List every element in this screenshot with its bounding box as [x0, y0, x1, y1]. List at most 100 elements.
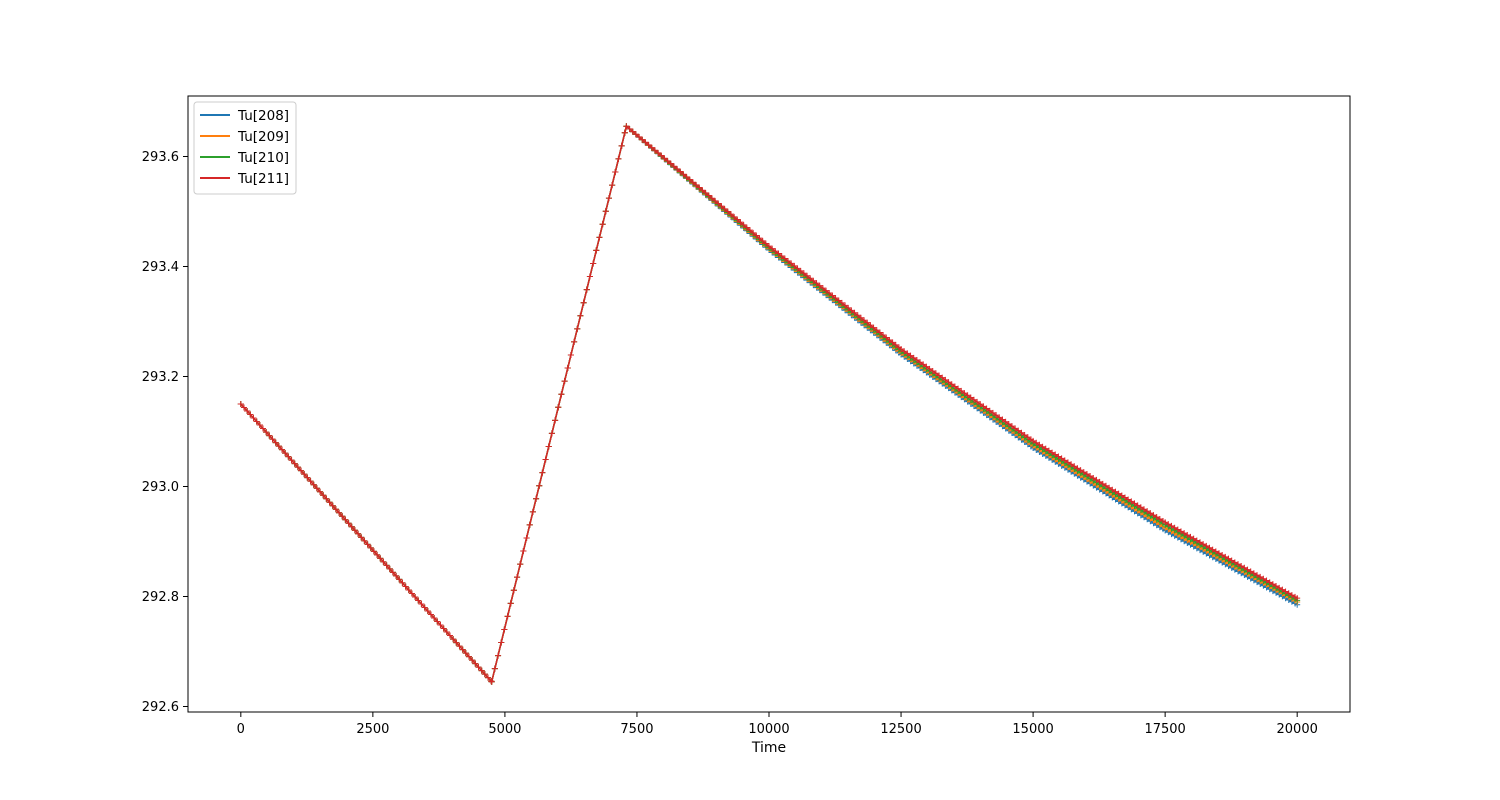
- x-tick-label: 12500: [880, 722, 921, 737]
- data-point-marker: [838, 299, 845, 306]
- data-point-marker: [999, 416, 1006, 423]
- data-point-marker: [955, 385, 962, 392]
- plot-background: [188, 96, 1350, 712]
- data-point-marker: [323, 495, 330, 502]
- data-point-marker: [1033, 439, 1040, 446]
- data-point-marker: [459, 646, 466, 653]
- data-point-marker: [514, 574, 521, 581]
- data-point-marker: [983, 405, 990, 412]
- data-point-marker: [845, 304, 852, 311]
- data-point-marker: [886, 336, 893, 343]
- data-point-marker: [1099, 480, 1106, 487]
- data-point-marker: [558, 391, 565, 398]
- data-point-marker: [848, 307, 855, 314]
- data-point-marker: [533, 495, 540, 502]
- data-point-marker: [1024, 434, 1031, 441]
- data-point-marker: [835, 297, 842, 304]
- data-point-marker: [402, 583, 409, 590]
- data-point-marker: [247, 411, 254, 418]
- data-point-marker: [567, 351, 574, 358]
- data-point-marker: [240, 404, 247, 411]
- data-point-marker: [1187, 533, 1194, 540]
- data-point-marker: [415, 597, 422, 604]
- data-point-marker: [453, 639, 460, 646]
- data-point-marker: [734, 216, 741, 223]
- data-point-marker: [986, 407, 993, 414]
- data-point-marker: [996, 414, 1003, 421]
- data-point-marker: [386, 565, 393, 572]
- data-point-marker: [683, 173, 690, 180]
- data-point-marker: [898, 346, 905, 352]
- data-point-marker: [942, 376, 949, 383]
- data-point-marker: [876, 329, 883, 336]
- data-point-marker: [380, 558, 387, 565]
- x-tick-label: 7500: [620, 722, 653, 737]
- data-point-marker: [602, 208, 609, 215]
- data-point-marker: [873, 327, 880, 334]
- data-point-marker: [1102, 482, 1109, 489]
- data-point-marker: [1121, 494, 1128, 501]
- data-point-marker: [715, 200, 722, 207]
- data-point-marker: [737, 219, 744, 226]
- data-point-marker: [469, 657, 476, 664]
- data-point-marker: [1269, 581, 1276, 588]
- data-point-marker: [1147, 510, 1154, 517]
- data-point-marker: [977, 401, 984, 408]
- data-point-marker: [702, 189, 709, 196]
- data-point-marker: [727, 211, 734, 218]
- data-point-marker: [393, 572, 400, 579]
- data-point-marker: [1171, 524, 1178, 531]
- data-point-marker: [819, 285, 826, 292]
- data-point-marker: [1077, 467, 1084, 474]
- data-point-marker: [1106, 484, 1113, 491]
- data-point-marker: [495, 652, 502, 659]
- data-point-marker: [577, 312, 584, 319]
- data-point-marker: [348, 523, 355, 530]
- data-point-marker: [320, 492, 327, 499]
- data-point-marker: [961, 390, 968, 397]
- data-point-marker: [648, 144, 655, 151]
- data-point-marker: [564, 365, 571, 372]
- data-point-marker: [775, 250, 782, 257]
- data-point-marker: [851, 309, 858, 316]
- data-point-marker: [696, 184, 703, 191]
- data-point-marker: [948, 381, 955, 388]
- data-point-marker: [244, 408, 251, 415]
- data-point-marker: [923, 363, 930, 370]
- y-tick-label: 292.6: [142, 700, 179, 715]
- data-point-marker: [645, 141, 652, 148]
- data-point-marker: [586, 273, 593, 280]
- data-point-marker: [1247, 568, 1254, 575]
- data-point-marker: [778, 253, 785, 260]
- data-point-marker: [829, 292, 836, 299]
- data-point-marker: [1193, 537, 1200, 544]
- data-point-marker: [756, 235, 763, 242]
- data-point-marker: [596, 234, 603, 241]
- data-point-marker: [431, 615, 438, 622]
- data-point-marker: [583, 286, 590, 293]
- data-point-marker: [1254, 572, 1261, 579]
- data-point-marker: [797, 267, 804, 274]
- data-point-marker: [517, 561, 524, 568]
- data-point-marker: [260, 425, 267, 432]
- data-point-marker: [552, 417, 559, 424]
- data-point-marker: [1206, 544, 1213, 551]
- data-point-marker: [1285, 590, 1292, 597]
- data-point-marker: [823, 287, 830, 294]
- data-point-marker: [364, 541, 371, 548]
- data-point-marker: [1144, 508, 1151, 515]
- data-point-marker: [555, 404, 562, 411]
- data-point-marker: [712, 197, 719, 204]
- data-point-marker: [1216, 550, 1223, 557]
- data-point-marker: [766, 243, 772, 250]
- data-point-marker: [980, 403, 987, 410]
- data-point-marker: [626, 125, 633, 132]
- data-point-marker: [964, 392, 971, 399]
- data-point-marker: [632, 131, 639, 138]
- legend-label: Tu[210]: [237, 150, 289, 166]
- data-point-marker: [1266, 579, 1273, 586]
- data-point-marker: [639, 136, 646, 143]
- data-point-marker: [491, 665, 498, 672]
- legend-label: Tu[208]: [237, 108, 289, 124]
